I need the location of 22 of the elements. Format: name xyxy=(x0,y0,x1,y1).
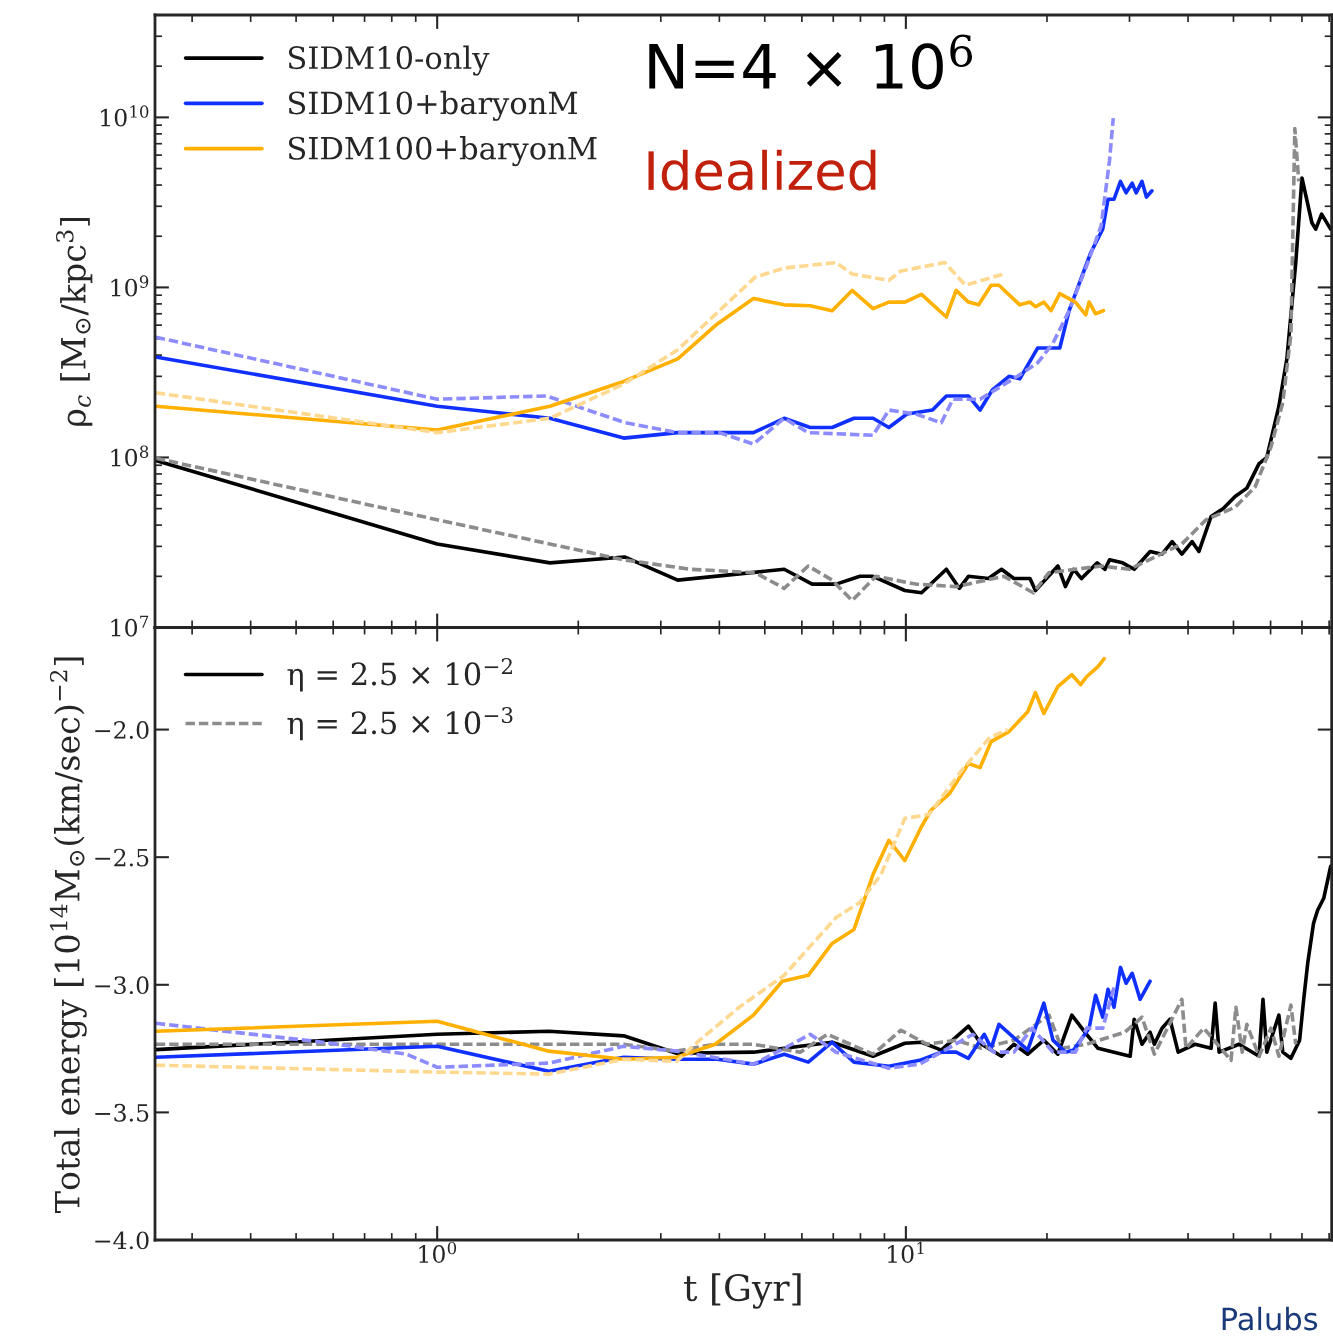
y-axis-title: Total energy [10$^{14}$M$_{⊙}$(km/sec)$^{−2}$] xyxy=(49,657,87,1213)
y-tick-label: −2.5 xyxy=(95,848,149,867)
annotation: N=4 × 10$^{6}$ xyxy=(649,34,973,90)
x-axis-title: t [Gyr] xyxy=(684,1273,801,1309)
legend-label: SIDM100+baryonM xyxy=(288,136,597,167)
legend-label: SIDM10-only xyxy=(288,45,490,76)
text: Palubs xyxy=(1222,1306,1318,1331)
y-tick-label: 10$^{8}$ xyxy=(111,445,149,467)
x-tick-label: 10$^{0}$ xyxy=(419,1241,457,1263)
y-tick-label: 10$^{9}$ xyxy=(111,275,149,297)
y-tick-label: 10$^{10}$ xyxy=(101,105,149,127)
y-tick-label: −3.0 xyxy=(95,976,149,995)
legend-label: SIDM10+baryonM xyxy=(288,90,578,121)
y-tick-label: −2.0 xyxy=(95,721,149,739)
legend-label: η = 2.5 × 10$^{−2}$ xyxy=(287,658,512,692)
y-tick-label: −3.5 xyxy=(95,1103,149,1122)
annotation: Idealized xyxy=(648,149,876,191)
legend-label: η = 2.5 × 10$^{−3}$ xyxy=(287,706,513,741)
y-tick-label: −4.0 xyxy=(95,1231,149,1250)
x-tick-label: 10$^{1}$ xyxy=(887,1241,924,1263)
y-axis-title: ρ$_{c}$ [M$_{⊙}$/kpc$^{3}$] xyxy=(55,217,93,426)
y-tick-label: 10$^{7}$ xyxy=(111,615,149,637)
